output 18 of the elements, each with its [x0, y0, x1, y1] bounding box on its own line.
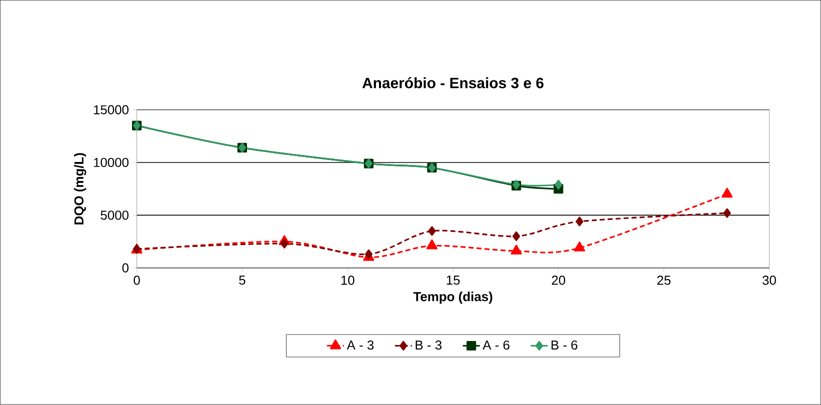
- x-tick-label: 25: [657, 276, 671, 285]
- x-tick-label: 30: [762, 276, 776, 285]
- legend-label: A - 6: [482, 340, 510, 350]
- y-tick-label: 5000: [100, 210, 129, 220]
- legend-label: A - 3: [346, 340, 374, 350]
- x-tick-label: 0: [134, 276, 140, 285]
- x-tick-label: 10: [341, 276, 354, 285]
- y-tick-label: 0: [122, 263, 129, 273]
- x-tick-label: 5: [239, 276, 246, 285]
- y-tick-label: 15000: [94, 105, 129, 115]
- legend-label: B - 6: [552, 340, 578, 350]
- x-tick-label: 15: [446, 276, 460, 285]
- y-axis-title: DQO (mg/L): [74, 153, 86, 224]
- y-tick-label: 10000: [94, 158, 129, 168]
- chart-title: Anaeróbio - Ensaios 3 e 6: [362, 77, 544, 88]
- x-axis-title: Tempo (dias): [413, 292, 492, 304]
- x-tick-label: 20: [552, 276, 566, 285]
- legend-label: B - 3: [416, 340, 442, 350]
